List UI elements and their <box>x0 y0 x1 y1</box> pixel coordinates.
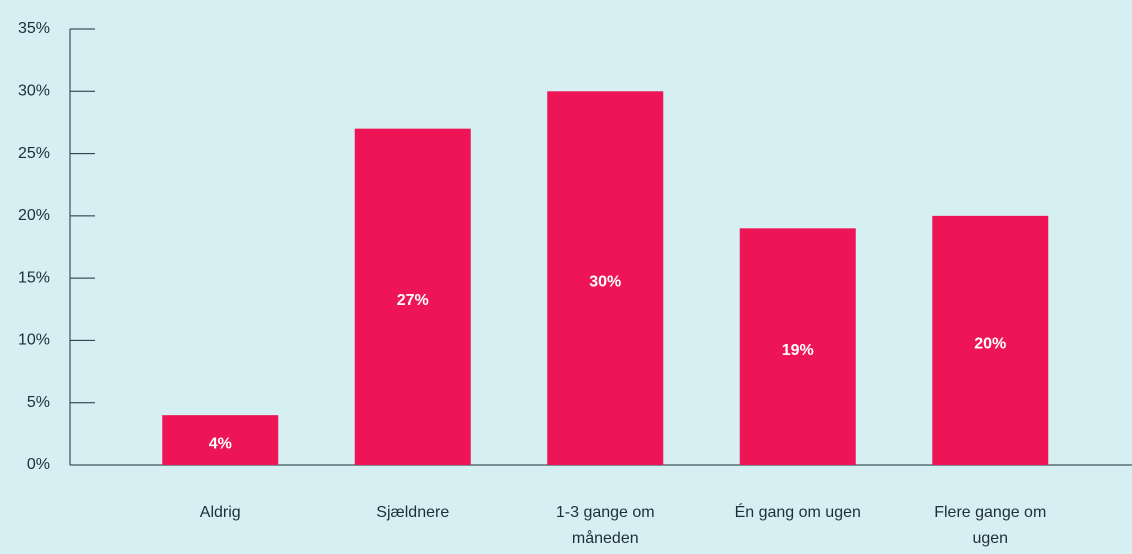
y-tick-label: 30% <box>18 83 50 100</box>
y-tick-label: 10% <box>18 332 50 349</box>
x-tick-label: Aldrig <box>199 504 241 521</box>
x-tick-label: Flere gange om ugen <box>934 504 1047 547</box>
y-tick-label: 20% <box>18 207 50 224</box>
bar <box>547 91 664 466</box>
x-tick-label: Én gang om ugen <box>734 504 861 521</box>
bar <box>162 415 279 465</box>
value-label: 20% <box>974 336 1006 353</box>
value-label: 27% <box>397 292 429 309</box>
x-tick-label: Sjældnere <box>376 504 450 521</box>
value-label: 4% <box>209 435 232 452</box>
y-tick-label: 0% <box>27 456 50 473</box>
value-label: 19% <box>782 342 814 359</box>
x-tick-label: 1-3 gange om måneden <box>555 504 655 547</box>
bar <box>739 228 856 465</box>
y-tick-label: 25% <box>18 145 50 162</box>
value-label: 30% <box>589 273 621 290</box>
y-tick-label: 35% <box>18 20 50 37</box>
y-tick-label: 15% <box>18 269 50 286</box>
bar <box>932 215 1049 465</box>
y-tick-label: 5% <box>27 394 50 411</box>
bar <box>354 128 471 465</box>
